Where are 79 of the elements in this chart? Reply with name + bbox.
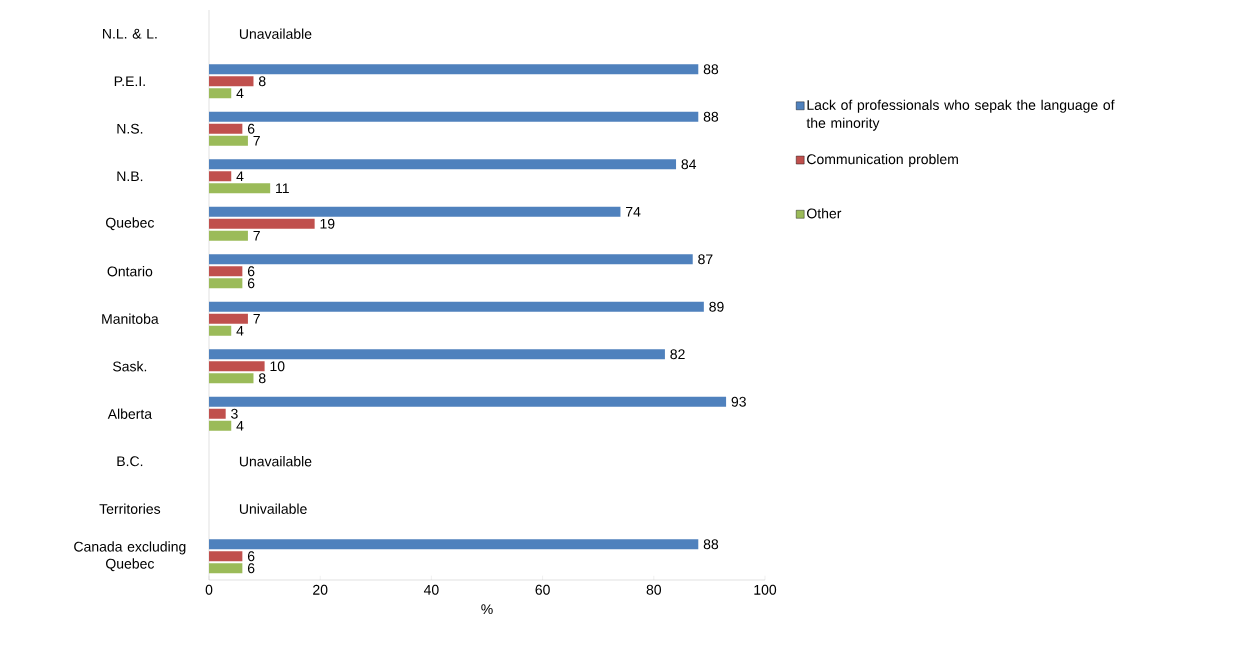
- y-tick-label: P.E.I.: [114, 76, 145, 87]
- y-tick-label: Canada excluding Quebec: [74, 541, 186, 572]
- bar: [209, 396, 727, 407]
- y-tick-label: N.S.: [117, 123, 143, 134]
- data-label: 4: [236, 88, 244, 99]
- x-tick-label: 100: [754, 584, 777, 595]
- bar: [209, 111, 699, 122]
- data-label: 4: [236, 420, 244, 431]
- bar: [209, 373, 254, 384]
- data-label: 11: [276, 183, 289, 194]
- x-axis-title: %: [481, 604, 493, 615]
- data-label: 6: [247, 278, 255, 289]
- bar: [209, 88, 232, 99]
- data-label: 93: [731, 396, 746, 407]
- data-label: 82: [670, 349, 685, 360]
- data-label: 6: [247, 551, 255, 562]
- annotation: Unavailable: [239, 456, 312, 467]
- x-tick-label: 0: [205, 584, 213, 595]
- data-label: 6: [247, 266, 255, 277]
- data-label: 7: [253, 230, 260, 241]
- x-tick-label: 40: [423, 584, 439, 595]
- bar: [209, 361, 265, 372]
- legend-label: Other: [807, 208, 842, 219]
- y-tick-label: Sask.: [113, 361, 147, 372]
- bar: [209, 123, 243, 134]
- annotation: Univailable: [239, 503, 307, 514]
- bar: [209, 325, 232, 336]
- bar: [209, 301, 704, 312]
- y-tick-label: B.C.: [117, 456, 143, 467]
- bar: [209, 539, 699, 550]
- bar: [209, 254, 693, 265]
- data-label: 74: [626, 206, 641, 217]
- y-tick-label: N.L. & L.: [103, 28, 157, 39]
- data-label: 19: [320, 218, 335, 229]
- data-label: 7: [253, 135, 260, 146]
- data-label: 7: [253, 313, 260, 324]
- legend-label: Communication problem: [807, 153, 958, 167]
- x-tick-label: 60: [535, 584, 550, 595]
- y-tick-label: Territories: [99, 503, 161, 514]
- bar: [209, 218, 315, 229]
- bar: [209, 159, 677, 170]
- x-tick-label: 80: [646, 584, 662, 595]
- data-label: 8: [258, 76, 266, 87]
- y-tick-label: Ontario: [107, 266, 153, 277]
- data-label: 8: [258, 373, 266, 384]
- data-label: 6: [247, 563, 255, 574]
- data-label: 10: [270, 361, 285, 372]
- bar: [209, 563, 243, 574]
- data-label: 89: [709, 301, 724, 312]
- bar: [209, 183, 271, 194]
- bar: [209, 64, 699, 75]
- data-label: 3: [231, 408, 238, 419]
- bar: [209, 420, 232, 431]
- bar: [209, 349, 665, 360]
- data-label: 88: [703, 111, 719, 122]
- bar: [209, 135, 248, 146]
- y-tick-label: N.B.: [117, 171, 143, 182]
- bar: [209, 206, 621, 217]
- data-label: 88: [703, 539, 719, 550]
- legend-label: Lack of professionals who sepak the language of the minority: [806, 99, 1115, 131]
- x-tick-label: 20: [313, 584, 328, 595]
- y-tick-label: Manitoba: [102, 313, 159, 324]
- data-label: 84: [681, 159, 697, 170]
- data-label: 4: [236, 171, 244, 182]
- y-tick-label: Alberta: [107, 408, 153, 419]
- data-label: 88: [703, 64, 719, 75]
- bar: [209, 171, 232, 182]
- data-label: 87: [698, 254, 713, 265]
- bar: [209, 230, 248, 241]
- bar: [209, 313, 248, 324]
- bar: [209, 76, 254, 87]
- bar: [209, 266, 243, 277]
- data-label: 4: [236, 325, 244, 336]
- y-tick-label: Quebec: [106, 217, 155, 231]
- bar: [209, 408, 226, 419]
- bar: [209, 551, 243, 562]
- annotation: Unavailable: [239, 28, 312, 39]
- bar: [209, 278, 243, 289]
- data-label: 6: [247, 123, 255, 134]
